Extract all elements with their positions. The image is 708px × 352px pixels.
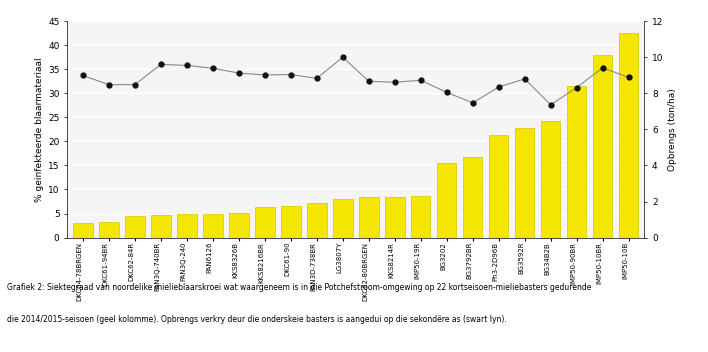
Bar xyxy=(619,33,639,238)
Bar xyxy=(463,157,482,238)
Bar xyxy=(73,223,93,238)
Bar xyxy=(437,163,457,238)
Bar xyxy=(411,196,430,238)
Bar xyxy=(177,214,197,238)
Bar xyxy=(385,197,404,238)
Text: die 2014/2015-seisoen (geel kolomme). Opbrengs verkry deur die onderskeie baster: die 2014/2015-seisoen (geel kolomme). Op… xyxy=(7,315,507,324)
Bar xyxy=(229,213,249,238)
Bar xyxy=(541,121,561,238)
Y-axis label: Opbrengs (ton/ha): Opbrengs (ton/ha) xyxy=(668,88,677,171)
Bar xyxy=(99,222,119,238)
Bar xyxy=(567,86,586,238)
Bar xyxy=(203,214,222,238)
Bar xyxy=(151,215,171,238)
Bar xyxy=(307,203,326,238)
Bar xyxy=(359,197,379,238)
Bar xyxy=(489,135,508,238)
Text: Grafiek 2: Siektegraad van noordelike mielieblaarskroei wat waargeneem is in die: Grafiek 2: Siektegraad van noordelike mi… xyxy=(7,283,591,293)
Bar xyxy=(333,199,353,238)
Y-axis label: % geinfekteerde blaarmateriaal: % geinfekteerde blaarmateriaal xyxy=(35,57,44,202)
Bar xyxy=(593,55,612,238)
Bar xyxy=(515,128,535,238)
Bar xyxy=(281,206,300,238)
Bar xyxy=(125,216,144,238)
Bar xyxy=(255,207,275,238)
